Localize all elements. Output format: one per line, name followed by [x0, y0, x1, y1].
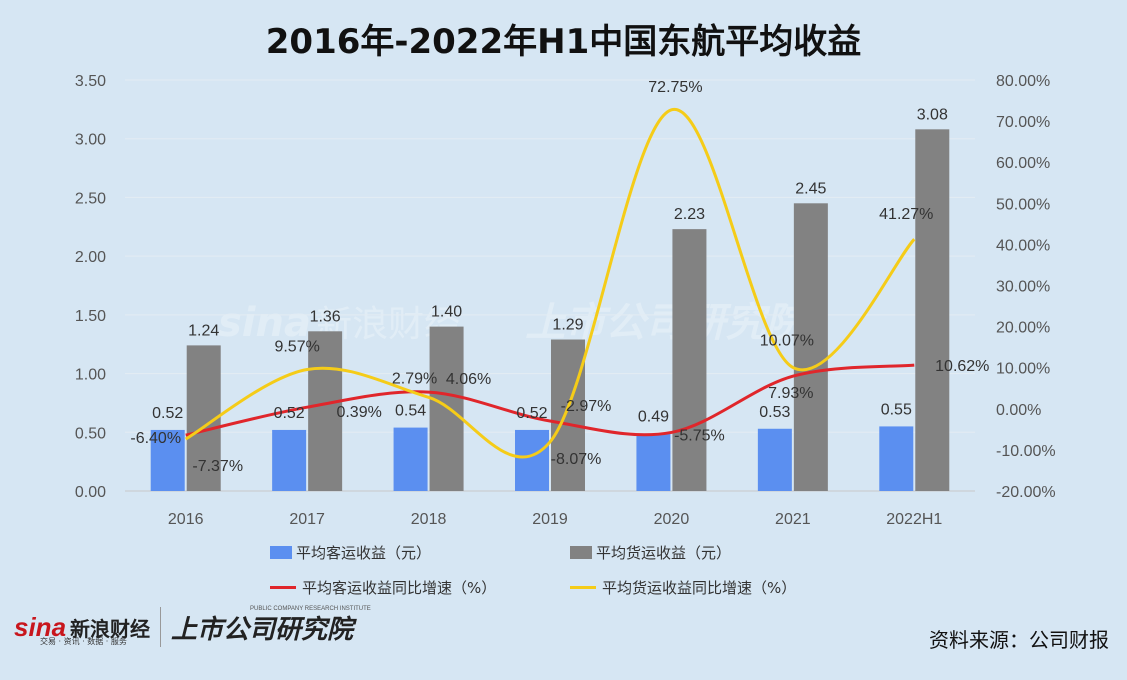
x-tick-label: 2016 [168, 511, 204, 528]
bar-label-cargo: 1.40 [431, 304, 462, 321]
bar-passenger-revenue [393, 427, 428, 491]
gridlines [125, 79, 975, 492]
bar-label-passenger: 0.49 [638, 408, 669, 425]
bar-label-passenger: 0.53 [759, 404, 790, 421]
legend-label: 平均客运收益同比增速（%） [302, 579, 497, 597]
y-right-tick-label: 10.00% [996, 361, 1050, 378]
line-label-passenger-growth: 7.93% [768, 385, 813, 402]
bar-label-passenger: 0.54 [395, 403, 426, 420]
line-label-cargo-growth: -7.37% [192, 458, 243, 475]
bar-label-cargo: 3.08 [917, 106, 948, 123]
bar-passenger-revenue [757, 428, 792, 491]
bar-passenger-revenue [636, 433, 671, 491]
legend-item-passenger-revenue: 平均客运收益（元） [270, 542, 431, 563]
bar-cargo-revenue [429, 326, 464, 491]
sina-logo: sina [14, 611, 67, 642]
x-tick-label: 2019 [532, 511, 568, 528]
line-label-cargo-growth: 2.79% [392, 370, 437, 387]
y-right-tick-label: 70.00% [996, 114, 1050, 131]
line-label-passenger-growth: 4.06% [446, 371, 491, 388]
y-left-tick-label: 0.00 [75, 484, 106, 501]
data-labels: 0.52 0.52 0.54 0.52 0.49 0.53 0.55 1.24 1.36 1.40… [130, 79, 989, 475]
legend-label: 平均客运收益（元） [296, 544, 432, 562]
sina-tagline: 交易 · 资讯 · 数据 · 服务 [40, 637, 127, 646]
bar-passenger-revenue [150, 429, 185, 491]
bar-label-cargo: 1.24 [188, 322, 219, 339]
bar-passenger-revenue [515, 429, 549, 491]
bar-cargo-revenue [915, 129, 950, 491]
x-tick-label: 2020 [654, 511, 690, 528]
y-right-tick-label: 30.00% [996, 279, 1050, 296]
lines [184, 108, 916, 459]
institute-tagline: PUBLIC COMPANY RESEARCH INSTITUTE [250, 606, 371, 612]
x-tick-label: 2018 [411, 511, 447, 528]
footer-logo: sina 新浪财经 交易 · 资讯 · 数据 · 服务 上市公司研究院 PUBL… [14, 604, 371, 650]
y-right-tick-label: 0.00% [996, 402, 1041, 419]
line-passenger-growth [185, 363, 915, 437]
bar-label-passenger: 0.52 [274, 405, 305, 422]
legend-swatch [270, 546, 292, 559]
x-tick-label: 2021 [775, 511, 811, 528]
line-label-passenger-growth: -2.97% [561, 398, 612, 415]
y-right-tick-label: -20.00% [996, 484, 1056, 501]
bar-label-passenger: 0.52 [516, 405, 547, 422]
y-right-tick-label: 80.00% [996, 73, 1050, 90]
bar-label-cargo: 1.36 [310, 308, 341, 325]
bar-cargo-revenue [793, 203, 828, 492]
bar-label-passenger: 0.52 [152, 405, 183, 422]
y-left-tick-label: 1.00 [75, 367, 106, 384]
legend-label: 平均货运收益同比增速（%） [602, 579, 797, 597]
y-left-tick-label: 2.00 [75, 249, 106, 266]
y-right-tick-label: -10.00% [996, 443, 1056, 460]
y-left-tick-label: 2.50 [75, 190, 106, 207]
line-label-cargo-growth: 41.27% [879, 206, 933, 223]
bar-passenger-revenue [272, 429, 307, 491]
source-note: 资料来源：公司财报 [929, 628, 1109, 652]
axes: 0.00 0.50 1.00 1.50 2.00 2.50 3.00 3.50 -20.00% -… [75, 73, 1056, 528]
bar-label-cargo: 1.29 [552, 317, 583, 334]
line-label-cargo-growth: 9.57% [274, 338, 319, 355]
sina-name: 新浪财经 [70, 616, 151, 641]
bar-label-passenger: 0.55 [881, 401, 912, 418]
bars [150, 129, 950, 492]
legend-item-cargo-revenue: 平均货运收益（元） [570, 542, 731, 563]
y-left-tick-label: 3.50 [75, 73, 106, 90]
chart-title: 2016年-2022年H1中国东航平均收益 [265, 22, 862, 62]
line-label-cargo-growth: 10.07% [760, 332, 814, 349]
institute-name: 上市公司研究院 [171, 614, 354, 645]
y-left-tick-label: 3.00 [75, 132, 106, 149]
line-label-passenger-growth: 10.62% [935, 358, 989, 375]
line-label-passenger-growth: 0.39% [336, 404, 381, 421]
y-right-tick-label: 60.00% [996, 155, 1050, 172]
x-tick-label: 2022H1 [886, 511, 942, 528]
y-right-tick-label: 50.00% [996, 196, 1050, 213]
legend-item-passenger-growth: 平均客运收益同比增速（%） [270, 577, 496, 598]
bar-passenger-revenue [879, 426, 914, 491]
line-label-cargo-growth: 72.75% [648, 79, 702, 96]
bar-cargo-revenue [672, 229, 707, 492]
legend-swatch [270, 586, 296, 589]
line-label-cargo-growth: -8.07% [551, 451, 602, 468]
bar-cargo-revenue [308, 331, 343, 491]
y-right-tick-label: 40.00% [996, 237, 1050, 254]
bar-label-cargo: 2.23 [674, 206, 705, 223]
legend-swatch [570, 586, 596, 589]
y-left-tick-label: 1.50 [75, 308, 106, 325]
line-label-passenger-growth: -5.75% [674, 427, 725, 444]
bar-cargo-revenue [551, 339, 585, 491]
legend-swatch [570, 546, 592, 559]
y-left-tick-label: 0.50 [75, 425, 106, 442]
line-label-passenger-growth: -6.40% [130, 430, 181, 447]
line-cargo-growth [184, 108, 916, 459]
y-right-tick-label: 20.00% [996, 320, 1050, 337]
legend-label: 平均货运收益（元） [596, 544, 732, 562]
logo-divider [160, 607, 162, 647]
legend-item-cargo-growth: 平均货运收益同比增速（%） [570, 577, 796, 598]
bar-label-cargo: 2.45 [795, 180, 826, 197]
x-tick-label: 2017 [289, 511, 325, 528]
